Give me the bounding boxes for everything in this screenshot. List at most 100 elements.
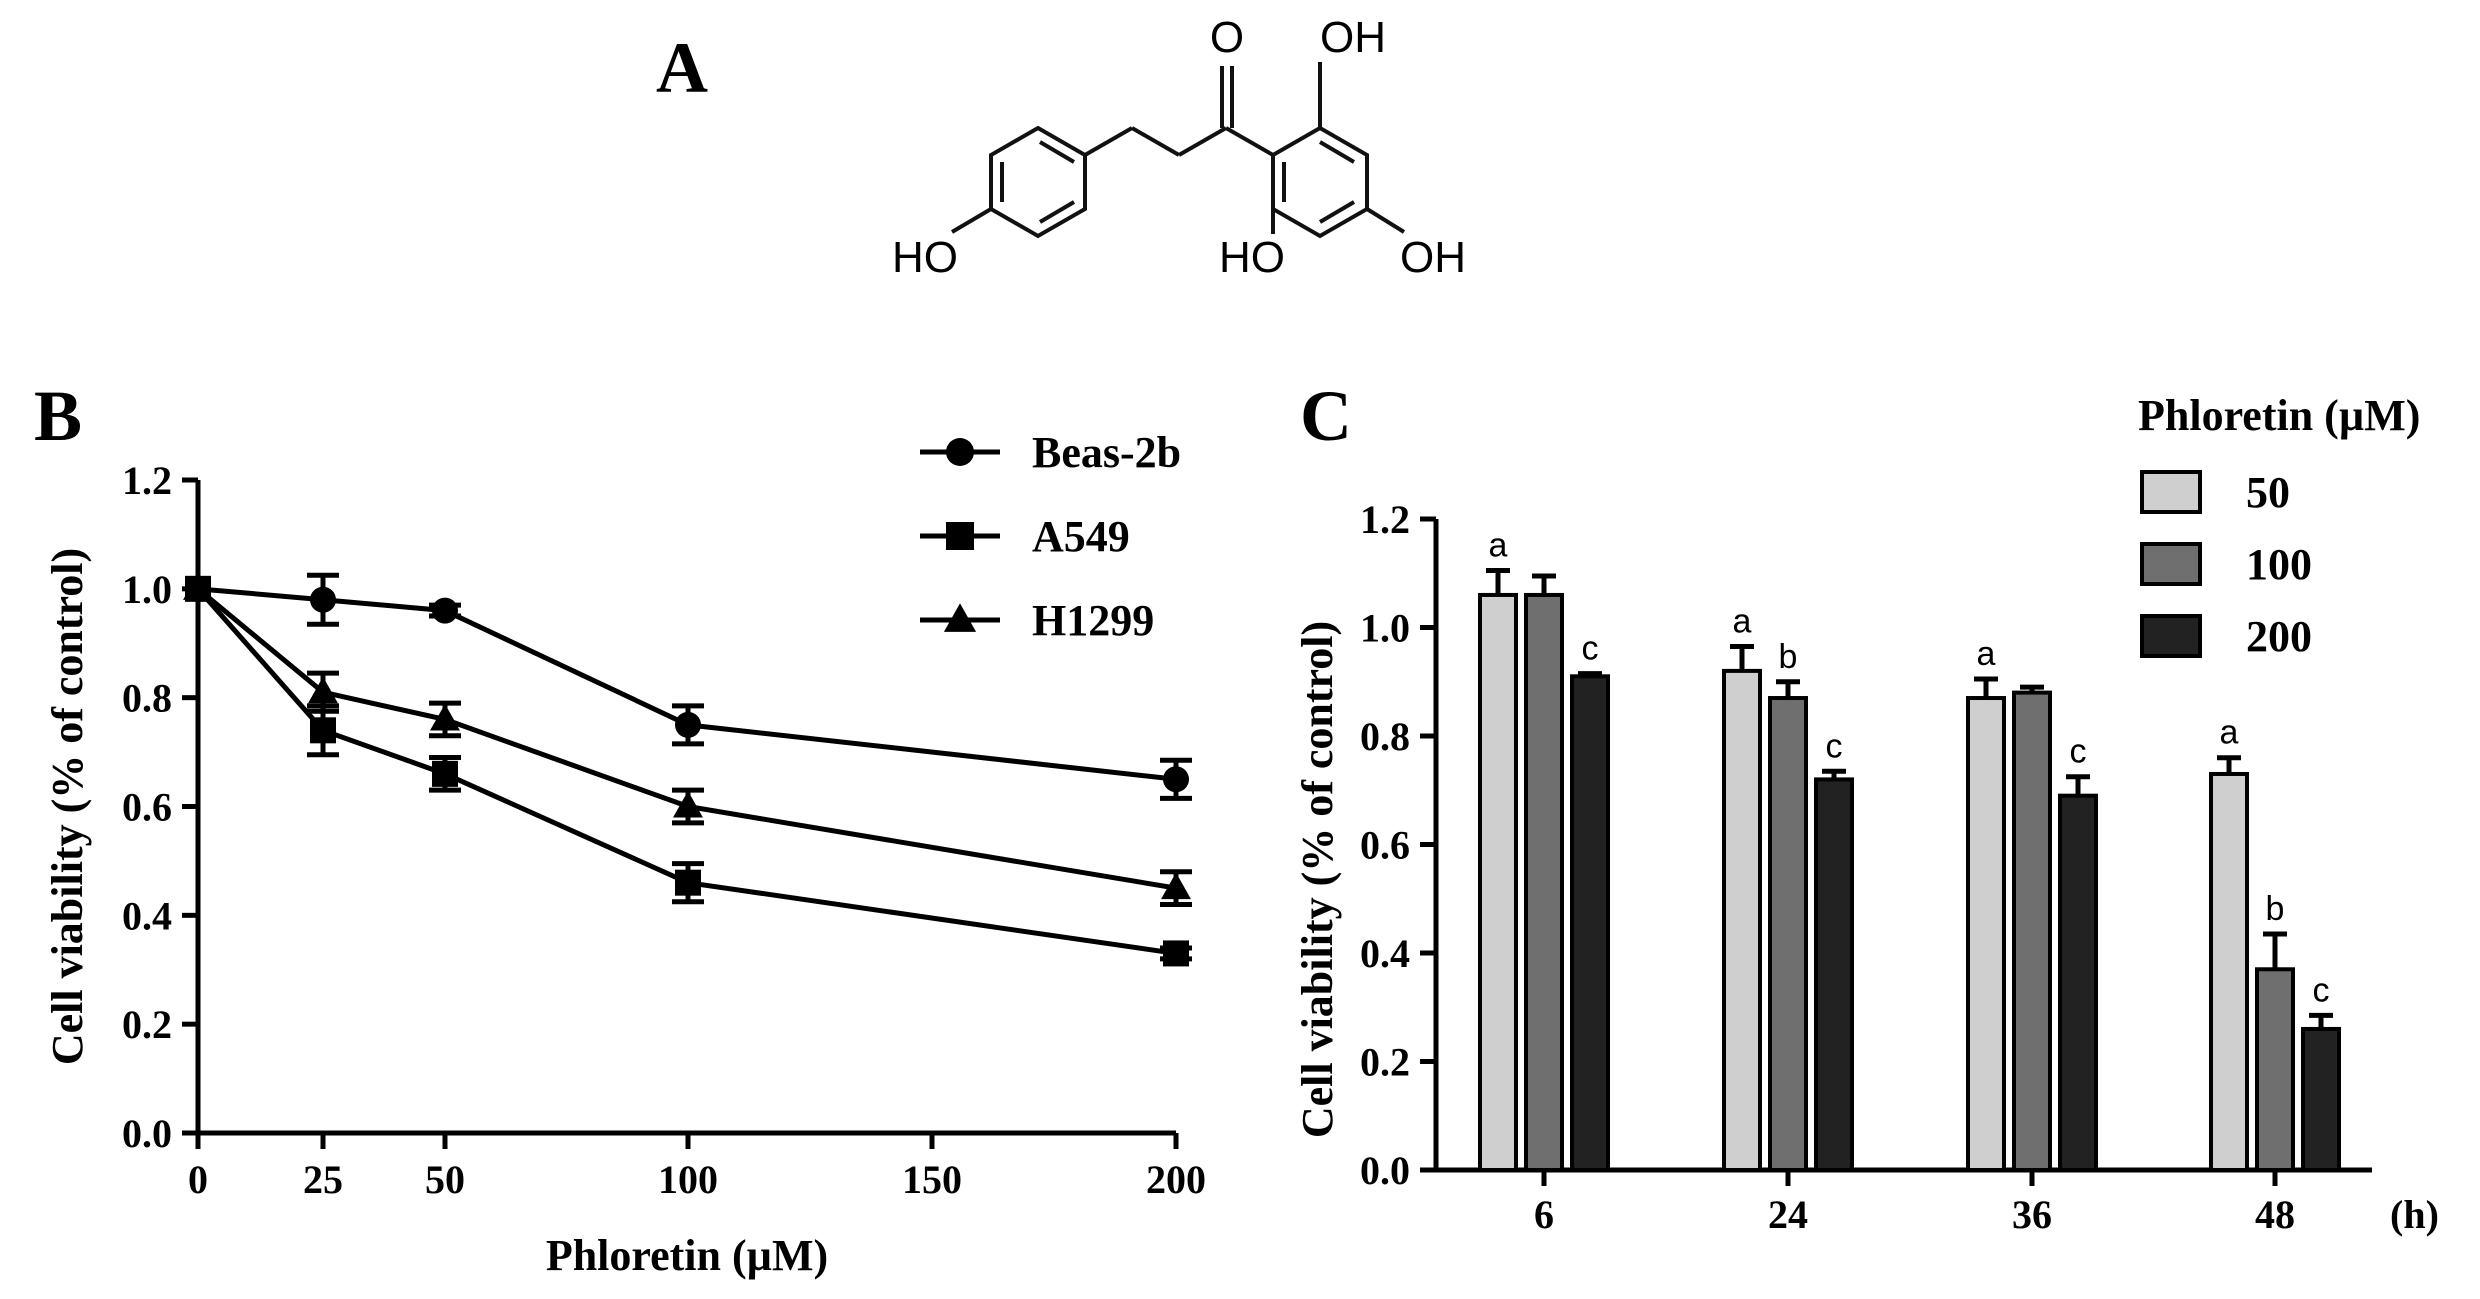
- bond-ring-oh: [1365, 207, 1406, 234]
- data-point-circle: [675, 711, 701, 738]
- data-point-triangle: [183, 573, 213, 600]
- data-point-square: [432, 760, 458, 787]
- series-beas-2b: [185, 572, 1192, 801]
- x-axis-unit-label: (h): [2390, 1192, 2439, 1237]
- data-point-triangle: [673, 790, 703, 818]
- data-point-triangle: [1161, 872, 1191, 900]
- y-tick-label: 0.0: [122, 1111, 172, 1156]
- legend-label: H1299: [1032, 596, 1154, 645]
- significance-letter: a: [1977, 635, 1996, 673]
- panel-c-label: C: [1300, 376, 1352, 456]
- significance-letter: c: [1582, 630, 1599, 668]
- legend-label: Beas-2b: [1032, 428, 1181, 477]
- y-tick-label: 0.0: [1360, 1148, 1410, 1193]
- x-tick-label: 6: [1534, 1192, 1554, 1237]
- phenol-ring: [989, 125, 1087, 239]
- data-point-circle: [1163, 766, 1189, 793]
- significance-letter: b: [2266, 890, 2285, 928]
- y-tick-label: 1.2: [122, 458, 172, 503]
- ring-double-bond: [1318, 200, 1356, 224]
- x-tick-label: 50: [425, 1157, 465, 1202]
- legend: Beas-2b A549 H1299: [920, 428, 1181, 645]
- series-line: [197, 586, 1177, 782]
- bar: [2012, 690, 2052, 1172]
- series-200: c c c c: [1570, 630, 2341, 1173]
- x-axis-title: Phloretin (µM): [546, 1231, 828, 1280]
- y-tick-label: 0.8: [1360, 714, 1410, 759]
- chain-bond: [1225, 126, 1274, 157]
- x-tick-label: 150: [902, 1157, 962, 1202]
- legend-title: Phloretin (µM): [2138, 391, 2420, 440]
- significance-letter: c: [2070, 733, 2087, 771]
- legend-label: 100: [2246, 540, 2312, 589]
- line-chart-b: 0.0 0.2 0.4 0.6 0.8 1.0 1.2 0 25 50 100 150 200 Phlor…: [43, 428, 1206, 1280]
- x-tick-label: 200: [1146, 1157, 1206, 1202]
- y-tick-label: 0.4: [1360, 931, 1410, 976]
- chain-bond: [1131, 126, 1180, 157]
- ring-double-bond: [1038, 200, 1076, 224]
- data-point-square: [675, 869, 701, 896]
- bar: [1478, 592, 1518, 1172]
- data-point-triangle: [943, 603, 977, 632]
- legend-swatch: [2140, 542, 2202, 586]
- significance-letter: a: [2220, 714, 2239, 752]
- y-tick-label: 1.2: [1360, 497, 1410, 542]
- bar: [2255, 967, 2295, 1173]
- y-tick-label: 0.2: [1360, 1040, 1410, 1085]
- significance-letter: b: [1779, 638, 1798, 676]
- x-tick-label: 0: [188, 1157, 208, 1202]
- ring-double-bond: [1038, 140, 1076, 164]
- bar: [2058, 793, 2098, 1172]
- x-tick-label: 100: [658, 1157, 718, 1202]
- bar: [2209, 771, 2249, 1172]
- atom-label-carbonyl-o: O: [1210, 13, 1244, 62]
- panel-b-label: B: [34, 376, 82, 456]
- atom-label-ho-bottom: HO: [1219, 233, 1285, 282]
- data-point-square: [1163, 940, 1189, 967]
- bar: [1768, 696, 1808, 1173]
- significance-letter: c: [2313, 971, 2330, 1009]
- data-point-circle: [946, 438, 974, 466]
- legend-label: A549: [1032, 512, 1130, 561]
- y-tick-label: 0.8: [122, 676, 172, 721]
- y-tick-label: 0.2: [122, 1002, 172, 1047]
- x-tick-label: 36: [2012, 1192, 2052, 1237]
- legend-label: 50: [2246, 468, 2290, 517]
- bar: [1966, 696, 2006, 1173]
- bar: [1524, 592, 1564, 1172]
- series-50: a a a a: [1478, 527, 2249, 1173]
- legend-swatch: [2140, 614, 2202, 658]
- series-a549: [185, 575, 1192, 967]
- legend-swatch: [2140, 470, 2202, 514]
- significance-letter: a: [1733, 602, 1752, 640]
- y-tick-label: 0.4: [122, 893, 172, 938]
- chain-bond: [1178, 126, 1227, 157]
- panel-a-label: A: [656, 28, 708, 108]
- x-tick-label: 25: [303, 1157, 343, 1202]
- significance-letter: c: [1826, 727, 1843, 765]
- bar: [1570, 674, 1610, 1172]
- y-tick-label: 1.0: [122, 567, 172, 612]
- bar: [2301, 1026, 2341, 1172]
- data-point-square: [946, 522, 974, 550]
- data-point-triangle: [308, 676, 338, 704]
- legend: Phloretin (µM) 50 100 200: [2138, 391, 2420, 661]
- bond-ring-oh: [950, 207, 993, 234]
- y-tick-label: 0.6: [1360, 823, 1410, 868]
- atom-label-oh-top: OH: [1320, 13, 1386, 62]
- series-100: bb: [1524, 573, 2295, 1173]
- ring-double-bond: [1318, 140, 1356, 164]
- y-tick-label: 1.0: [1360, 606, 1410, 651]
- bar-chart-c: 0.0 0.2 0.4 0.6 0.8 1.0 1.2 6 24 36 48 (h) Cell viab…: [1293, 391, 2439, 1237]
- x-tick-label: 48: [2255, 1192, 2295, 1237]
- data-point-triangle: [430, 703, 460, 731]
- y-axis-title: Cell viability (% of control): [1293, 621, 1342, 1138]
- series-h1299: [183, 573, 1192, 907]
- atom-label-ho-left: HO: [892, 233, 958, 282]
- data-point-square: [310, 717, 336, 744]
- chain-bond: [1084, 126, 1133, 157]
- molecule-structure: [950, 62, 1406, 239]
- y-tick-label: 0.6: [122, 785, 172, 830]
- data-point-circle: [310, 586, 336, 613]
